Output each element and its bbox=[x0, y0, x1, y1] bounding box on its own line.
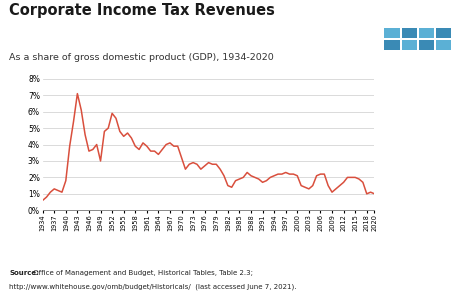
Bar bbox=[401, 28, 417, 38]
Text: Corporate Income Tax Revenues: Corporate Income Tax Revenues bbox=[9, 3, 275, 18]
Bar bbox=[436, 28, 451, 38]
Bar bbox=[384, 28, 400, 38]
Text: As a share of gross domestic product (GDP), 1934-2020: As a share of gross domestic product (GD… bbox=[9, 53, 274, 62]
Bar bbox=[436, 40, 451, 50]
Bar bbox=[384, 40, 400, 50]
Bar bbox=[401, 40, 417, 50]
Bar bbox=[419, 28, 434, 38]
Text: TPC: TPC bbox=[404, 52, 440, 70]
Text: Source:: Source: bbox=[9, 270, 39, 276]
Text: http://www.whitehouse.gov/omb/budget/Historicals/  (last accessed June 7, 2021).: http://www.whitehouse.gov/omb/budget/His… bbox=[9, 283, 297, 290]
Text: Office of Management and Budget, Historical Tables, Table 2.3;: Office of Management and Budget, Histori… bbox=[31, 270, 253, 276]
Bar bbox=[419, 40, 434, 50]
